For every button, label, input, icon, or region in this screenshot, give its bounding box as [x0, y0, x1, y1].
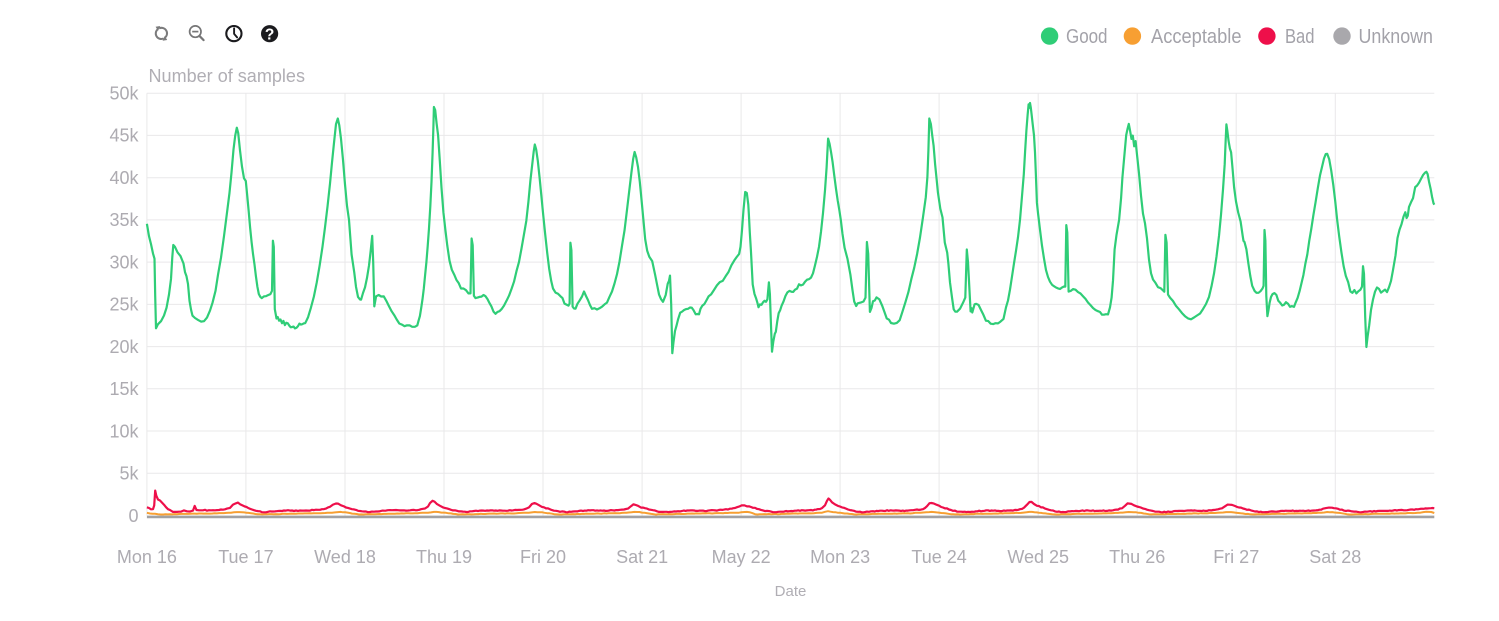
- svg-text:Number of samples: Number of samples: [149, 65, 306, 86]
- svg-text:Unknown: Unknown: [1359, 25, 1434, 48]
- svg-text:35k: 35k: [109, 210, 139, 230]
- svg-text:Acceptable: Acceptable: [1151, 25, 1242, 48]
- svg-text:10k: 10k: [109, 421, 139, 441]
- svg-text:25k: 25k: [109, 295, 139, 315]
- svg-text:?: ?: [265, 26, 274, 43]
- svg-text:15k: 15k: [109, 379, 139, 399]
- svg-text:Sat 21: Sat 21: [616, 547, 668, 567]
- svg-text:30k: 30k: [109, 252, 139, 272]
- svg-text:Good: Good: [1066, 25, 1108, 48]
- svg-text:50k: 50k: [109, 84, 139, 104]
- svg-text:5k: 5k: [119, 464, 139, 484]
- svg-text:Sat 28: Sat 28: [1309, 547, 1361, 567]
- svg-text:20k: 20k: [109, 337, 139, 357]
- svg-text:Mon 23: Mon 23: [810, 547, 870, 567]
- svg-text:Thu 19: Thu 19: [416, 547, 472, 567]
- svg-text:Tue 17: Tue 17: [218, 547, 273, 567]
- svg-text:Bad: Bad: [1285, 25, 1315, 48]
- svg-text:Wed 18: Wed 18: [314, 547, 376, 567]
- svg-text:0: 0: [128, 506, 138, 526]
- svg-text:Fri 20: Fri 20: [520, 547, 566, 567]
- svg-text:Date: Date: [775, 583, 807, 600]
- svg-text:Fri 27: Fri 27: [1213, 547, 1259, 567]
- svg-text:Mon 16: Mon 16: [117, 547, 177, 567]
- svg-text:Wed 25: Wed 25: [1007, 547, 1069, 567]
- svg-text:Thu 26: Thu 26: [1109, 547, 1165, 567]
- svg-text:Tue 24: Tue 24: [911, 547, 966, 567]
- svg-text:45k: 45k: [109, 126, 139, 146]
- svg-text:40k: 40k: [109, 168, 139, 188]
- svg-text:May 22: May 22: [712, 547, 771, 567]
